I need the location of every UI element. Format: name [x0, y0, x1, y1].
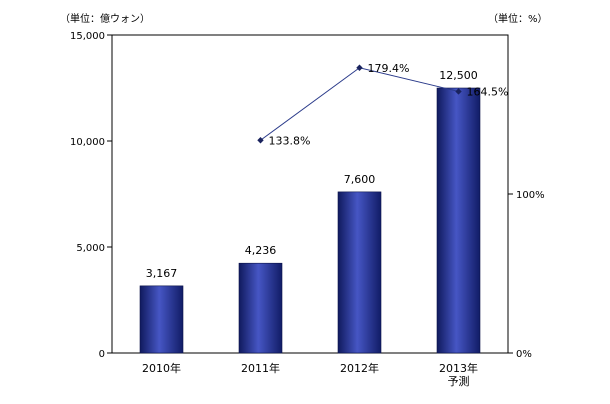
bar	[238, 262, 283, 354]
bar	[139, 285, 184, 354]
bar	[337, 191, 382, 354]
line-point	[455, 88, 462, 95]
bar-value-label: 7,600	[344, 173, 376, 186]
line-point	[356, 64, 363, 71]
category-label: 2013年	[439, 361, 478, 375]
line-series: 133.8% 179.4% 164.5%	[257, 62, 509, 147]
right-axis-tick-label: 100%	[516, 190, 545, 201]
bar-series: 3,167 4,236 7,600 12,500	[139, 69, 481, 354]
line-point	[257, 137, 264, 144]
category-label: 2010年	[142, 361, 181, 375]
category-label: 予測	[448, 374, 470, 388]
bar	[436, 87, 481, 354]
bar-value-label: 3,167	[146, 267, 178, 280]
line-value-label: 179.4%	[368, 62, 410, 75]
right-axis: 0% 100%	[508, 190, 545, 360]
left-axis-tick-label: 15,000	[70, 31, 105, 42]
left-axis-unit-label: （単位：億ウォン）	[60, 12, 150, 25]
left-axis-tick-label: 0	[99, 349, 105, 360]
left-axis: 0 5,000 10,000 15,000	[70, 31, 112, 360]
category-label: 2011年	[241, 361, 280, 375]
line-value-label: 133.8%	[269, 134, 311, 147]
right-axis-tick-label: 0%	[516, 349, 532, 360]
bar-value-label: 4,236	[245, 244, 277, 257]
right-axis-unit-label: （単位：%）	[488, 12, 548, 25]
category-label: 2012年	[340, 361, 379, 375]
left-axis-tick-label: 10,000	[70, 137, 105, 148]
left-axis-tick-label: 5,000	[76, 243, 105, 254]
line-path	[260, 67, 459, 141]
line-value-label: 164.5%	[467, 85, 509, 98]
bar-value-label: 12,500	[439, 69, 478, 82]
